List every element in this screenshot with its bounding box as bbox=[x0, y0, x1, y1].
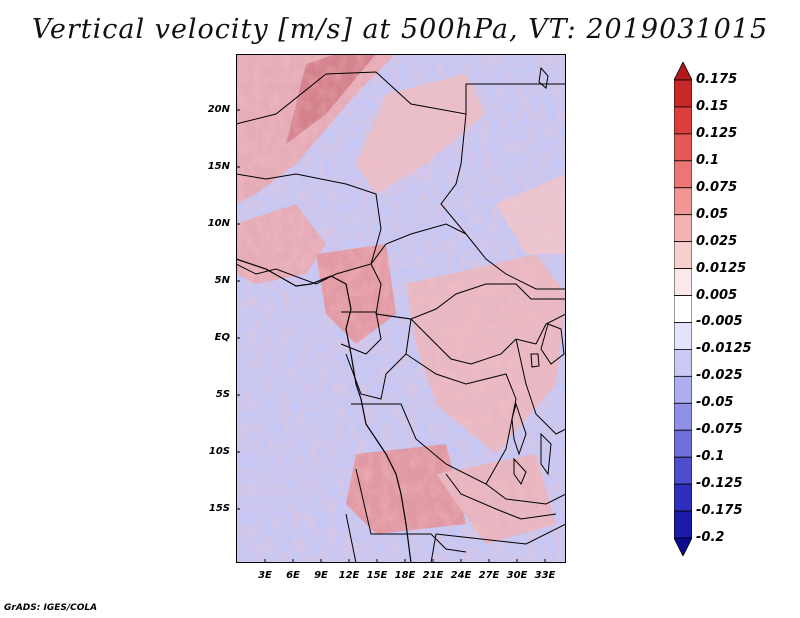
x-tick-label: 3E bbox=[258, 570, 272, 581]
colorbar-label: -0.075 bbox=[696, 422, 743, 438]
colorbar-label: 0.075 bbox=[696, 179, 738, 195]
x-tick-label: 18E bbox=[394, 570, 416, 581]
y-tick-label: 5S bbox=[215, 389, 230, 400]
x-tick-label: 24E bbox=[450, 570, 472, 581]
colorbar-label: -0.005 bbox=[696, 314, 743, 330]
colorbar-label: 0.15 bbox=[696, 98, 729, 114]
colorbar-label: 0.175 bbox=[696, 72, 738, 87]
x-tick-label: 21E bbox=[422, 570, 444, 581]
colorbar-swatch bbox=[674, 241, 692, 269]
colorbar-swatch bbox=[674, 456, 692, 485]
colorbar-swatch bbox=[674, 79, 692, 108]
colorbar-label: -0.2 bbox=[696, 530, 725, 545]
colorbar-label: -0.05 bbox=[696, 395, 734, 411]
colorbar-label: -0.025 bbox=[696, 368, 743, 384]
vertical-velocity-map bbox=[236, 54, 566, 563]
colorbar-label: -0.0125 bbox=[696, 341, 752, 357]
map-frame bbox=[236, 54, 566, 563]
colorbar-label: 0.0125 bbox=[696, 260, 747, 276]
colorbar-swatch bbox=[674, 187, 692, 216]
credit-text: GrADS: IGES/COLA bbox=[4, 603, 98, 613]
colorbar-swatch bbox=[674, 402, 692, 431]
y-tick-label: 5N bbox=[214, 275, 230, 286]
colorbar-swatch bbox=[674, 106, 692, 135]
x-tick-label: 33E bbox=[534, 570, 556, 581]
colorbar-label: 0.125 bbox=[696, 125, 738, 141]
colorbar-swatch bbox=[674, 160, 692, 189]
x-tick-label: 15E bbox=[366, 570, 388, 581]
colorbar-swatch bbox=[674, 214, 692, 243]
colorbar-swatch bbox=[674, 429, 692, 458]
lakes bbox=[511, 66, 565, 486]
y-tick-label: 15S bbox=[208, 503, 230, 514]
y-tick-label: 10N bbox=[207, 218, 230, 229]
colorbar-label: -0.1 bbox=[696, 449, 725, 465]
colorbar-swatch bbox=[674, 62, 692, 81]
y-tick-label: EQ bbox=[214, 332, 230, 343]
colorbar-label: -0.125 bbox=[696, 476, 743, 492]
colorbar-label: 0.005 bbox=[696, 287, 738, 303]
colorbar-swatch bbox=[674, 483, 692, 512]
colorbar-label: 0.05 bbox=[696, 206, 729, 222]
x-tick-label: 27E bbox=[478, 570, 500, 581]
x-tick-label: 6E bbox=[286, 570, 300, 581]
colorbar-swatch bbox=[674, 349, 692, 377]
colorbar-swatch bbox=[674, 322, 692, 350]
map-title: Vertical velocity [m/s] at 500hPa, VT: 2… bbox=[31, 14, 769, 45]
x-tick-label: 12E bbox=[338, 570, 360, 581]
country-boundaries bbox=[236, 71, 566, 563]
colorbar-swatch bbox=[674, 375, 692, 404]
colorbar-swatch bbox=[674, 510, 692, 539]
colorbar-label: 0.025 bbox=[696, 233, 738, 249]
colorbar bbox=[674, 62, 692, 556]
colorbar-label: 0.1 bbox=[696, 152, 720, 168]
x-tick-label: 30E bbox=[506, 570, 528, 581]
coastline bbox=[236, 258, 412, 563]
colorbar-swatch bbox=[674, 295, 692, 323]
y-tick-label: 10S bbox=[208, 446, 230, 457]
colorbar-swatch bbox=[674, 268, 692, 296]
axis-ticks bbox=[236, 109, 546, 563]
x-tick-label: 9E bbox=[314, 570, 328, 581]
colorbar-swatch bbox=[674, 537, 692, 556]
colorbar-swatch bbox=[674, 133, 692, 162]
y-tick-label: 15N bbox=[207, 161, 230, 172]
colorbar-label: -0.175 bbox=[696, 503, 743, 519]
red-field bbox=[236, 54, 566, 563]
y-tick-label: 20N bbox=[207, 104, 230, 115]
